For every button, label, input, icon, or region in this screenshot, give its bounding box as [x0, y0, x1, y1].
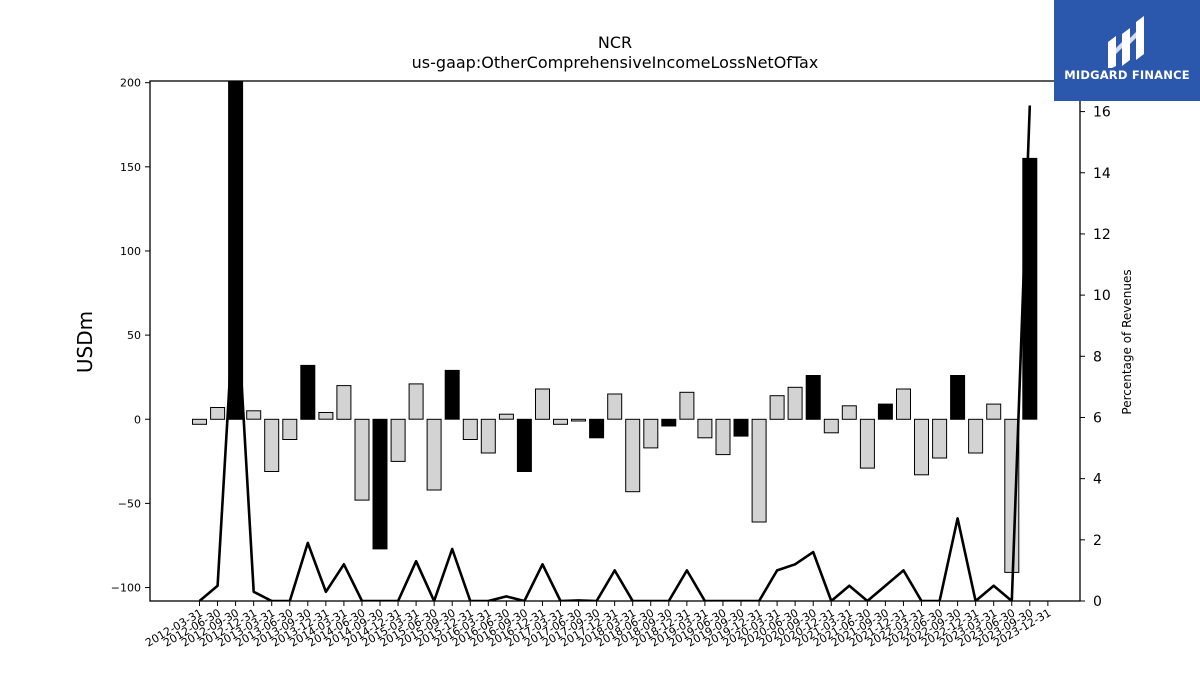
y2-tick-label: 8	[1093, 349, 1102, 365]
bar	[192, 418, 207, 425]
bar	[769, 395, 785, 420]
bar	[661, 418, 677, 427]
bar	[751, 418, 767, 523]
bar	[859, 418, 875, 469]
bar	[986, 403, 1002, 420]
bar	[679, 391, 695, 420]
bar	[896, 388, 911, 420]
bar	[282, 418, 298, 440]
y-tick-label: 0	[134, 413, 141, 426]
bars-layer	[192, 81, 1038, 573]
y-tick-label: 50	[127, 329, 141, 342]
bar	[300, 364, 316, 420]
y-axis-label: USDm	[73, 311, 97, 373]
bar	[805, 375, 821, 420]
bar	[390, 418, 406, 462]
bar	[444, 369, 460, 420]
bar	[336, 385, 352, 420]
bar	[426, 418, 442, 491]
bar	[914, 418, 929, 476]
bar	[571, 418, 586, 422]
percentage-line	[198, 105, 1032, 601]
bar	[372, 418, 388, 550]
bar	[318, 412, 334, 420]
y2-tick-label: 16	[1093, 105, 1111, 121]
bar	[210, 407, 226, 420]
y2-axis-label: Percentage of Revenues	[1120, 269, 1134, 414]
y-tick-label: −50	[118, 497, 141, 510]
brand-name: MIDGARD FINANCE	[1064, 68, 1190, 82]
bar	[498, 413, 514, 420]
bar	[643, 418, 659, 449]
chart-subtitle: us-gaap:OtherComprehensiveIncomeLossNetO…	[412, 53, 819, 72]
midgard-logo-icon	[1108, 16, 1144, 68]
bar	[823, 418, 839, 434]
y2-tick-label: 4	[1093, 472, 1102, 488]
axes-layer: −100−5005010015020002468101214162012-03-…	[111, 77, 1111, 650]
bar	[354, 418, 370, 501]
chart-title: NCR	[598, 33, 632, 52]
y-tick-label: 150	[120, 161, 141, 174]
y-tick-label: 200	[120, 77, 141, 90]
bar	[553, 418, 568, 425]
bar	[535, 388, 550, 420]
y2-tick-label: 6	[1093, 410, 1102, 426]
plot-frame	[149, 80, 1081, 602]
y-tick-label: −100	[111, 582, 141, 595]
y2-tick-label: 10	[1093, 288, 1111, 304]
bar	[408, 383, 424, 420]
bar	[697, 418, 713, 439]
bar	[607, 393, 623, 420]
bar	[1022, 157, 1038, 420]
bar	[246, 410, 262, 420]
bar	[932, 418, 948, 459]
brand-logo: MIDGARD FINANCE	[1054, 0, 1200, 101]
y2-tick-label: 12	[1093, 227, 1111, 243]
bar	[516, 418, 532, 472]
bar	[264, 418, 280, 472]
y2-tick-label: 14	[1093, 166, 1111, 182]
line-layer	[198, 105, 1032, 601]
y-tick-label: 100	[120, 245, 141, 258]
bar	[480, 418, 496, 454]
bar	[625, 418, 641, 493]
bar	[841, 405, 857, 420]
bar	[462, 418, 478, 440]
bar	[950, 375, 966, 420]
y2-tick-label: 0	[1093, 594, 1102, 610]
bar	[787, 386, 803, 420]
y2-tick-label: 2	[1093, 533, 1102, 549]
bar	[589, 418, 605, 439]
bar	[715, 418, 731, 456]
bar	[733, 418, 749, 437]
bar	[877, 403, 893, 420]
bar	[968, 418, 984, 454]
